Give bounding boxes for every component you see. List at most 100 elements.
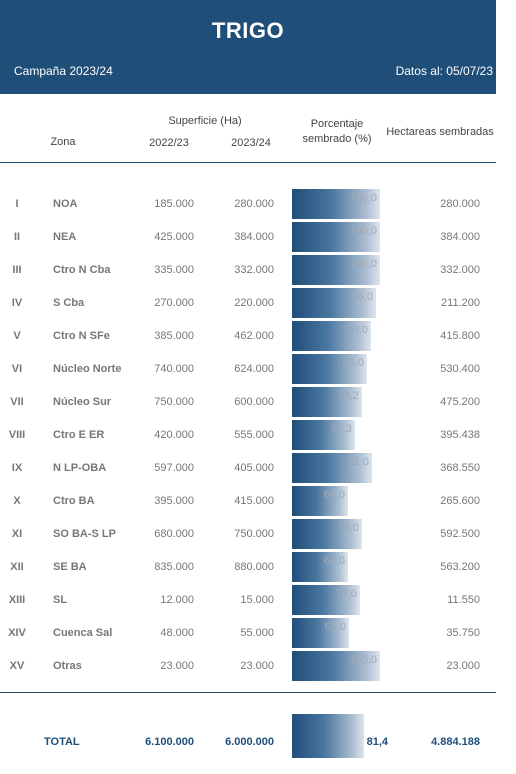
table-row: XV Otras 23.000 23.000 100,0 23.000 — [0, 650, 496, 683]
surface-2022-23: 597.000 — [154, 462, 194, 474]
zone-name: Ctro E ER — [53, 429, 105, 441]
table-row: III Ctro N Cba 335.000 332.000 100,0 332.000 — [0, 254, 496, 287]
pct-bar — [292, 255, 380, 285]
table-row: XI SO BA-S LP 680.000 750.000 79,0 592.500 — [0, 518, 496, 551]
surface-2022-23: 270.000 — [154, 297, 194, 309]
pct-value: 91,0 — [347, 456, 369, 468]
zone-number: II — [13, 231, 21, 243]
surface-2022-23: 335.000 — [154, 264, 194, 276]
campaign-label: Campaña 2023/24 — [14, 64, 113, 78]
pct-value: 90,0 — [346, 324, 368, 336]
pct-bar-track: 64,0 — [292, 552, 382, 582]
pct-value: 65,0 — [324, 621, 346, 633]
zone-number: IX — [11, 462, 23, 474]
pct-bar-track: 100,0 — [292, 651, 382, 681]
table-row: VIII Ctro E ER 420.000 555.000 71,3 395.438 — [0, 419, 496, 452]
table-row: VI Núcleo Norte 740.000 624.000 85,0 530.400 — [0, 353, 496, 386]
surface-2023-24: 462.000 — [234, 330, 274, 342]
table-row: I NOA 185.000 280.000 100,0 280.000 — [0, 188, 496, 221]
zone-number: VI — [11, 363, 23, 375]
zone-number: IV — [11, 297, 23, 309]
pct-value: 64,0 — [323, 489, 345, 501]
surface-2022-23: 425.000 — [154, 231, 194, 243]
total-pct-value: 81,4 — [366, 736, 388, 748]
pct-bar — [292, 585, 360, 615]
pct-bar-track: 90,0 — [292, 321, 382, 351]
surface-2023-24: 55.000 — [240, 627, 274, 639]
surface-2022-23: 185.000 — [154, 198, 194, 210]
surface-2023-24: 415.000 — [234, 495, 274, 507]
pct-bar-track: 100,0 — [292, 255, 382, 285]
pct-bar-track: 77,0 — [292, 585, 382, 615]
zone-name: SE BA — [53, 561, 87, 573]
zone-number: I — [15, 198, 19, 210]
zone-name: Ctro N Cba — [53, 264, 111, 276]
total-surface-2022-23: 6.100.000 — [145, 736, 194, 748]
total-pct-bar — [292, 714, 364, 758]
table-row: II NEA 425.000 384.000 100,0 384.000 — [0, 221, 496, 254]
column-header-pct-line2: sembrado (%) — [302, 133, 372, 145]
zone-number: VIII — [8, 429, 26, 441]
pct-bar-track: 79,2 — [292, 387, 382, 417]
zone-name: S Cba — [53, 297, 85, 309]
surface-2022-23: 750.000 — [154, 396, 194, 408]
pct-value: 64,0 — [323, 555, 345, 567]
pct-bar — [292, 420, 355, 450]
pct-bar-track: 64,0 — [292, 486, 382, 516]
hectares-sown: 415.800 — [440, 330, 480, 342]
pct-bar — [292, 486, 348, 516]
pct-value: 71,3 — [330, 423, 352, 435]
table-row: XIII SL 12.000 15.000 77,0 11.550 — [0, 584, 496, 617]
report-title: TRIGO — [211, 18, 285, 43]
total-label: TOTAL — [44, 736, 80, 748]
zone-number: X — [13, 495, 21, 507]
table-row: XII SE BA 835.000 880.000 64,0 563.200 — [0, 551, 496, 584]
hectares-sown: 395.438 — [440, 429, 480, 441]
zone-number: V — [13, 330, 21, 342]
hectares-sown: 211.200 — [441, 297, 480, 309]
table-row: XIV Cuenca Sal 48.000 55.000 65,0 35.750 — [0, 617, 496, 650]
header-divider — [0, 162, 496, 163]
pct-value: 77,0 — [335, 588, 357, 600]
zone-number: XII — [10, 561, 24, 573]
zone-name: NEA — [53, 231, 77, 243]
table-row: VII Núcleo Sur 750.000 600.000 79,2 475.200 — [0, 386, 496, 419]
table-row: IV S Cba 270.000 220.000 96,0 211.200 — [0, 287, 496, 320]
zone-number: VII — [10, 396, 24, 408]
pct-bar-track: 100,0 — [292, 222, 382, 252]
zone-name: Cuenca Sal — [53, 627, 113, 639]
pct-value: 100,0 — [349, 654, 377, 666]
surface-2023-24: 600.000 — [234, 396, 274, 408]
hectares-sown: 35.750 — [446, 627, 480, 639]
hectares-sown: 332.000 — [440, 264, 480, 276]
zone-number: XIV — [8, 627, 26, 639]
table-row: X Ctro BA 395.000 415.000 64,0 265.600 — [0, 485, 496, 518]
zone-name: Otras — [53, 660, 82, 672]
zone-name: Núcleo Norte — [53, 363, 122, 375]
surface-2022-23: 740.000 — [154, 363, 194, 375]
pct-bar — [292, 222, 380, 252]
surface-2023-24: 15.000 — [240, 594, 274, 606]
pct-bar — [292, 189, 380, 219]
pct-value: 79,0 — [337, 522, 359, 534]
surface-2023-24: 555.000 — [234, 429, 274, 441]
pct-bar-track: 100,0 — [292, 189, 382, 219]
pct-value: 96,0 — [351, 291, 373, 303]
pct-bar-track: 79,0 — [292, 519, 382, 549]
hectares-sown: 384.000 — [440, 231, 480, 243]
pct-value: 100,0 — [349, 225, 377, 237]
pct-value: 100,0 — [349, 258, 377, 270]
column-header-2023-24: 2023/24 — [231, 137, 271, 149]
surface-2023-24: 624.000 — [234, 363, 274, 375]
zone-number: XIII — [8, 594, 26, 606]
pct-bar — [292, 453, 372, 483]
table-row: IX N LP-OBA 597.000 405.000 91,0 368.550 — [0, 452, 496, 485]
zone-name: SO BA-S LP — [53, 528, 116, 540]
zone-name: Ctro N SFe — [53, 330, 110, 342]
pct-bar — [292, 519, 362, 549]
hectares-sown: 592.500 — [440, 528, 480, 540]
surface-2023-24: 384.000 — [234, 231, 274, 243]
surface-2023-24: 750.000 — [234, 528, 274, 540]
zone-name: N LP-OBA — [53, 462, 107, 474]
total-row: TOTAL 6.100.000 6.000.000 81,4 4.884.188 — [0, 714, 496, 759]
